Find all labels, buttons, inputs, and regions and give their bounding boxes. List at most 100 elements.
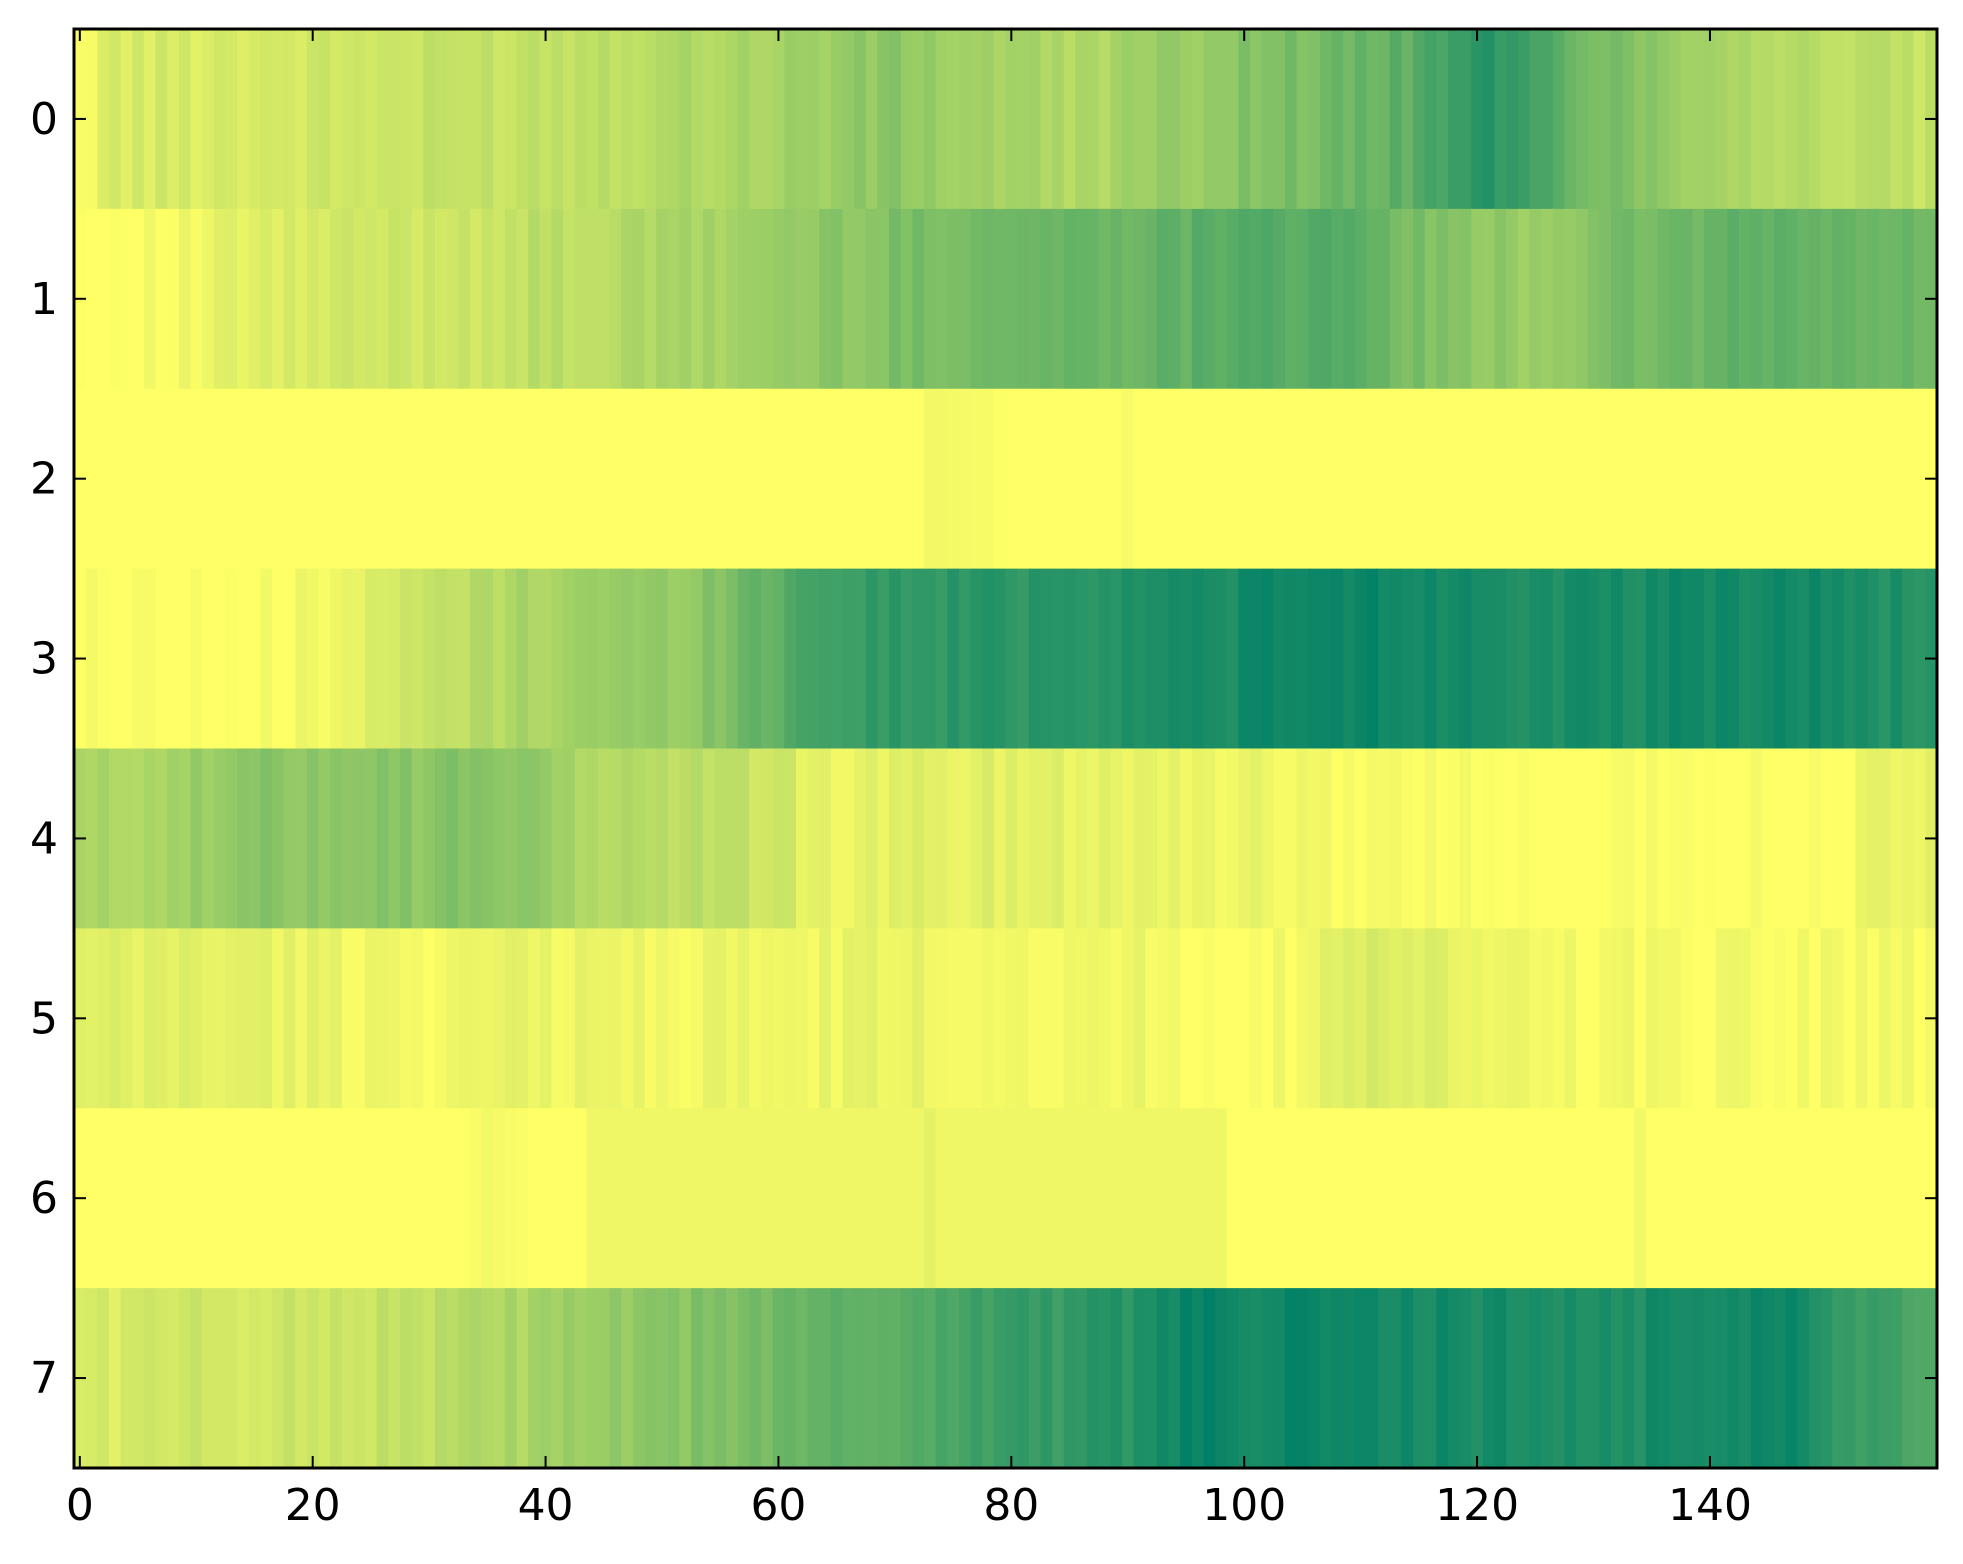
heatmap-cell <box>1704 568 1717 750</box>
heatmap-cell <box>1017 388 1030 570</box>
heatmap-cell <box>667 748 681 929</box>
heatmap-cell <box>632 388 646 570</box>
heatmap-cell <box>434 29 448 210</box>
heatmap-cell <box>1517 748 1531 929</box>
heatmap-cell <box>1494 748 1507 929</box>
heatmap-cell <box>854 388 867 570</box>
x-tick-label: 60 <box>750 1480 806 1531</box>
heatmap-cell <box>1692 568 1705 750</box>
heatmap-cell <box>1063 1108 1076 1289</box>
heatmap-cell <box>597 1108 611 1289</box>
heatmap-cell <box>1005 1288 1018 1469</box>
x-tick-label: 100 <box>1202 1480 1286 1531</box>
heatmap-cell <box>1378 928 1391 1109</box>
heatmap-cell <box>667 1108 681 1289</box>
heatmap-cell <box>1692 388 1705 570</box>
heatmap-cell <box>306 1288 320 1469</box>
heatmap-cell <box>1250 208 1263 390</box>
heatmap-cell <box>330 29 343 210</box>
heatmap-cell <box>353 748 366 929</box>
heatmap-cell <box>400 1108 413 1289</box>
heatmap-cell <box>283 1288 296 1469</box>
heatmap-cell <box>1424 568 1437 750</box>
heatmap-cell <box>679 388 692 570</box>
heatmap-cell <box>1482 748 1496 929</box>
heatmap-cell <box>1867 208 1880 390</box>
heatmap-cell <box>1354 1288 1368 1469</box>
heatmap-cell <box>679 748 692 929</box>
heatmap-cell <box>982 568 995 750</box>
heatmap-cell <box>493 748 506 929</box>
heatmap-cell <box>155 928 168 1109</box>
heatmap-cell <box>609 748 622 929</box>
heatmap-cell <box>469 388 483 570</box>
heatmap-cell <box>469 1108 483 1289</box>
heatmap-cell <box>1657 1288 1670 1469</box>
heatmap-cell <box>819 1108 832 1289</box>
heatmap-cell <box>446 568 459 750</box>
heatmap-cell <box>1634 1288 1647 1469</box>
heatmap-cell <box>1552 388 1565 570</box>
heatmap-cell <box>1133 1108 1146 1289</box>
heatmap-cell <box>1704 29 1717 210</box>
heatmap-cell <box>551 748 564 929</box>
heatmap-cell <box>1354 568 1368 750</box>
heatmap-cell <box>609 928 622 1109</box>
heatmap-cell <box>1913 208 1926 390</box>
heatmap-cell <box>760 1108 774 1289</box>
heatmap-cell <box>1785 928 1798 1109</box>
heatmap-cell <box>1343 1288 1356 1469</box>
heatmap-cell <box>574 1108 587 1289</box>
heatmap-cell <box>632 208 646 390</box>
heatmap-cell <box>1552 928 1565 1109</box>
heatmap-cell <box>1296 1108 1309 1289</box>
heatmap-cell <box>737 29 750 210</box>
heatmap-cell <box>679 208 692 390</box>
heatmap-cell <box>469 29 483 210</box>
heatmap-cell <box>1890 928 1903 1109</box>
heatmap-cell <box>691 29 704 210</box>
heatmap-cell <box>1017 1108 1030 1289</box>
heatmap-cell <box>900 29 913 210</box>
heatmap-cell <box>1541 568 1554 750</box>
heatmap-cell <box>469 748 483 929</box>
heatmap-cell <box>1680 208 1694 390</box>
heatmap-cell <box>1389 568 1402 750</box>
heatmap-cell <box>807 1108 820 1289</box>
heatmap-cell <box>365 748 378 929</box>
heatmap-cell <box>574 748 587 929</box>
heatmap-cell <box>1529 928 1542 1109</box>
heatmap-cell <box>225 568 238 750</box>
heatmap-cell <box>1459 568 1472 750</box>
heatmap-cell <box>97 388 110 570</box>
heatmap-cell <box>1564 568 1577 750</box>
heatmap-cell <box>516 1288 529 1469</box>
heatmap-cell <box>865 748 879 929</box>
heatmap-cell <box>609 568 622 750</box>
heatmap-cell <box>1506 928 1519 1109</box>
heatmap-cell <box>1517 29 1531 210</box>
heatmap-cell <box>1552 29 1565 210</box>
heatmap-cell <box>1727 388 1740 570</box>
heatmap-cell <box>97 928 110 1109</box>
heatmap-cell <box>889 388 902 570</box>
heatmap-cell <box>1366 1108 1379 1289</box>
heatmap-cell <box>400 388 413 570</box>
heatmap-cell <box>237 1108 250 1289</box>
heatmap-cell <box>318 1288 331 1469</box>
heatmap-cell <box>1843 568 1857 750</box>
heatmap-cell <box>493 29 506 210</box>
heatmap-cell <box>656 1108 669 1289</box>
heatmap-cell <box>365 928 378 1109</box>
heatmap-cell <box>528 388 541 570</box>
heatmap-cell <box>1215 928 1228 1109</box>
heatmap-cell <box>1145 928 1158 1109</box>
heatmap-cell <box>469 208 483 390</box>
heatmap-cell <box>597 208 611 390</box>
heatmap-cell <box>691 928 704 1109</box>
heatmap-cell <box>1087 388 1100 570</box>
heatmap-cell <box>877 1288 890 1469</box>
heatmap-cell <box>993 388 1007 570</box>
heatmap-cell <box>120 748 133 929</box>
